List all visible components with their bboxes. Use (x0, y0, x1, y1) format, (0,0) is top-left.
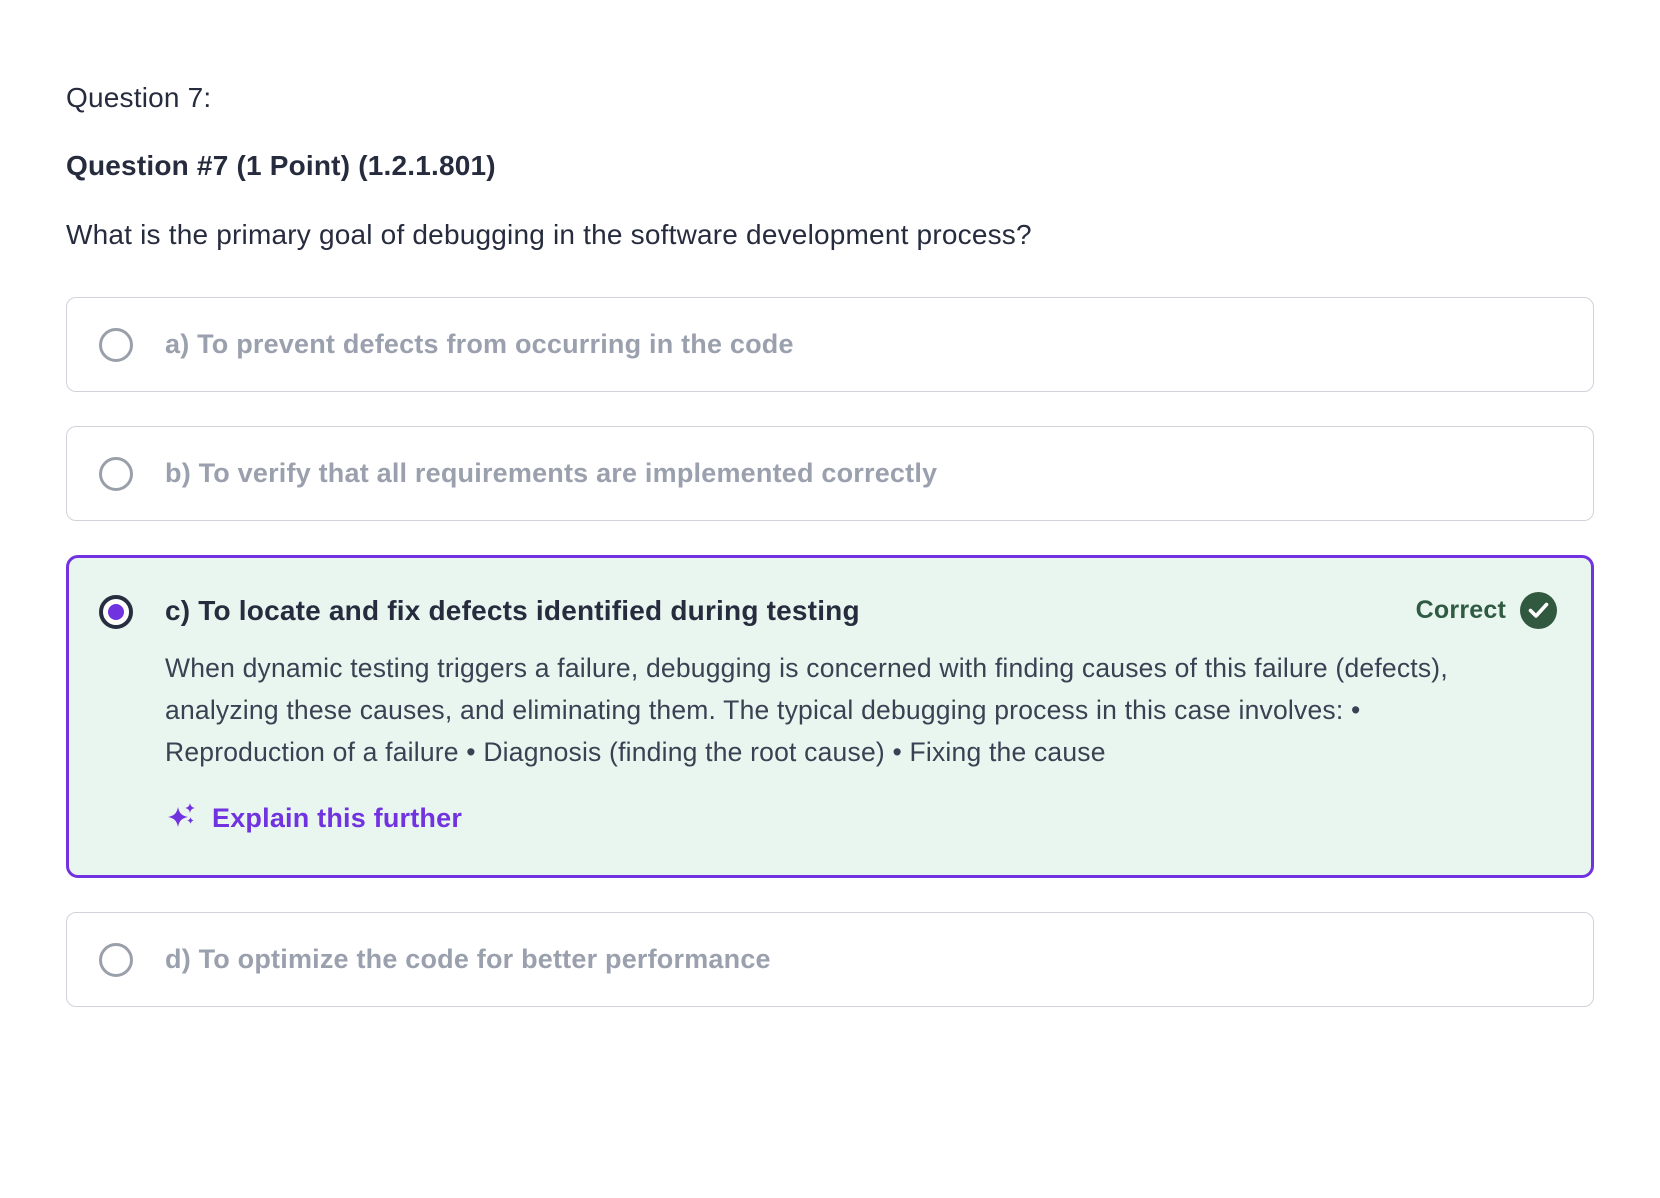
radio-button-b[interactable] (99, 456, 133, 491)
explain-further-button[interactable]: Explain this further (165, 801, 462, 835)
answer-option-c-label: c) To locate and fix defects identified … (165, 594, 860, 626)
answer-option-c-title-row: c) To locate and fix defects identified … (165, 592, 1557, 629)
answer-option-b-label: b) To verify that all requirements are i… (165, 458, 938, 488)
question-text: What is the primary goal of debugging in… (66, 219, 1032, 250)
answer-option-c[interactable]: c) To locate and fix defects identified … (66, 555, 1594, 878)
correct-badge: Correct (1416, 592, 1557, 629)
question-title: Question #7 (1 Point) (1.2.1.801) (66, 150, 496, 181)
answer-option-a[interactable]: a) To prevent defects from occurring in … (66, 297, 1594, 392)
correct-badge-label: Correct (1415, 596, 1506, 624)
quiz-page: Question 7: Question #7 (1 Point) (1.2.1… (0, 0, 1660, 1007)
radio-button-a[interactable] (99, 327, 133, 362)
check-circle-icon (1520, 592, 1557, 629)
radio-button-d[interactable] (99, 942, 133, 977)
answer-option-a-label: a) To prevent defects from occurring in … (165, 329, 794, 359)
sparkles-icon (165, 801, 199, 835)
radio-button-c[interactable] (99, 595, 133, 629)
answer-explanation: When dynamic testing triggers a failure,… (165, 653, 1448, 767)
answer-options-list: a) To prevent defects from occurring in … (66, 297, 1594, 1007)
question-number-label: Question 7: (66, 82, 212, 113)
answer-option-c-content: c) To locate and fix defects identified … (165, 592, 1557, 835)
answer-option-b[interactable]: b) To verify that all requirements are i… (66, 426, 1594, 521)
explain-further-label: Explain this further (212, 802, 463, 833)
answer-option-d[interactable]: d) To optimize the code for better perfo… (66, 912, 1594, 1007)
answer-option-d-label: d) To optimize the code for better perfo… (165, 944, 771, 974)
